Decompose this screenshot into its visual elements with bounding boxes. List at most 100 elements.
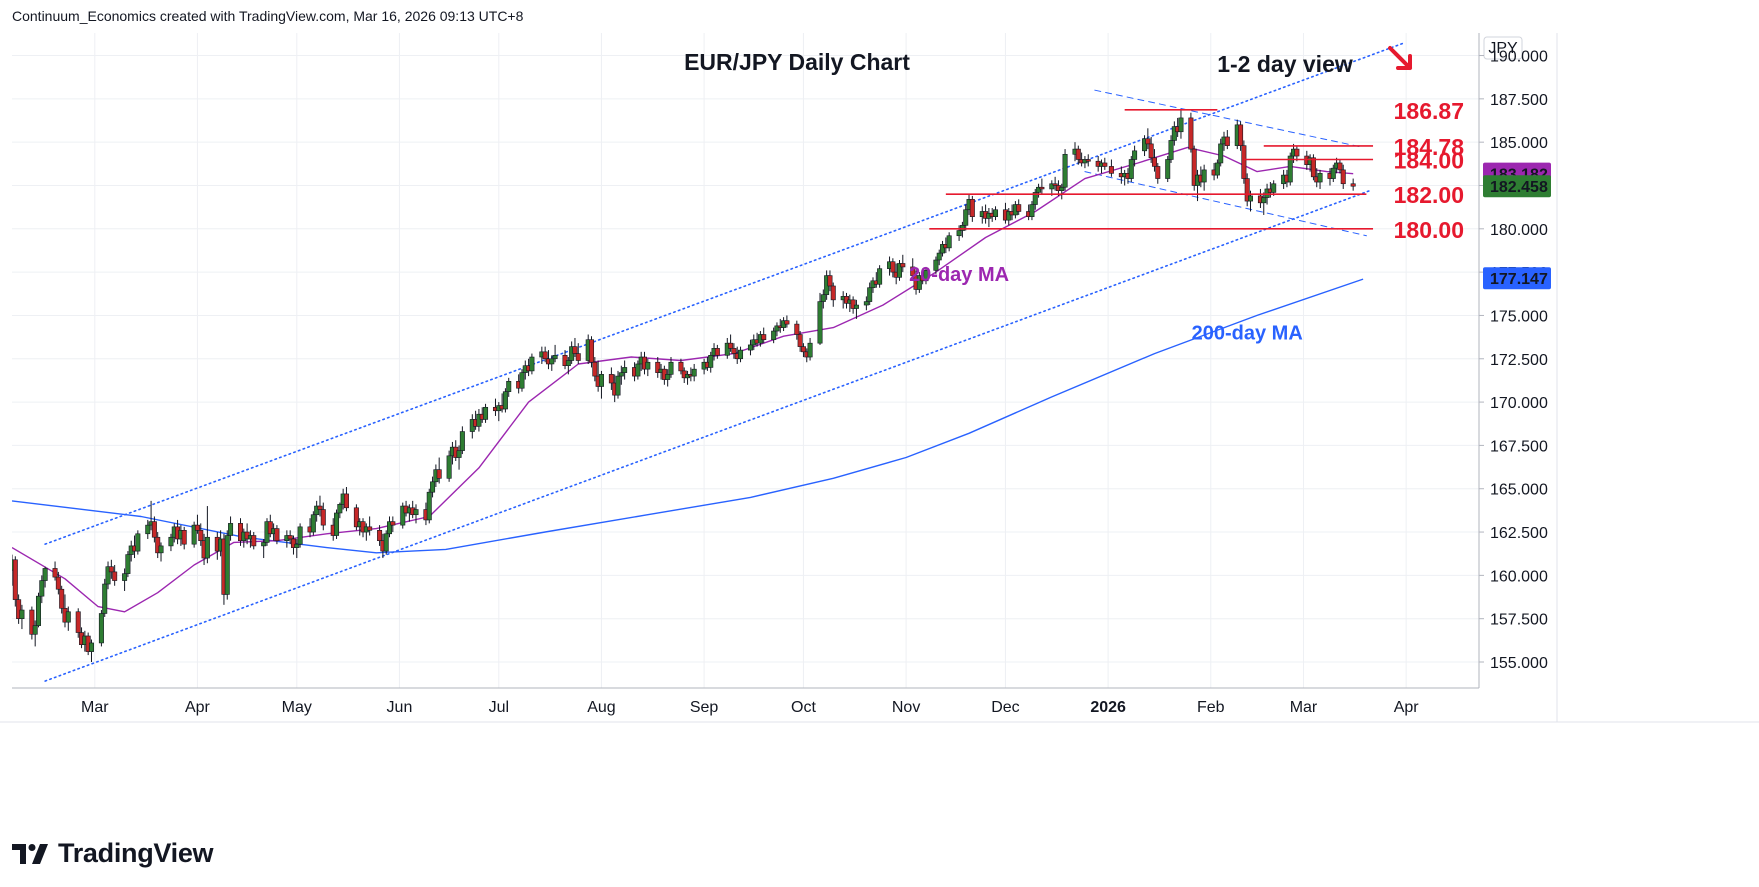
candle	[1032, 188, 1038, 210]
candle-body	[1248, 195, 1254, 202]
candle	[784, 315, 790, 328]
candle-body	[274, 528, 280, 542]
candle	[774, 322, 780, 337]
candle-body	[436, 469, 442, 479]
candle	[575, 343, 581, 364]
candle	[608, 367, 614, 390]
candle	[310, 511, 316, 536]
candle-body	[383, 533, 389, 552]
candle	[446, 450, 452, 482]
tradingview-logo[interactable]: TradingView	[12, 838, 214, 869]
candle-body	[794, 323, 800, 335]
price-tag-label: 177.147	[1490, 271, 1548, 288]
candle-body	[1102, 162, 1108, 167]
candle	[125, 551, 131, 578]
candle-body	[251, 535, 257, 547]
candle	[1238, 121, 1244, 151]
candle	[731, 343, 737, 359]
candle-body	[367, 526, 373, 531]
plot-area[interactable]	[10, 42, 1404, 682]
candle-body	[1085, 159, 1091, 162]
candle-body	[1244, 178, 1250, 202]
y-tick-label: 190.000	[1490, 49, 1548, 66]
candle	[1075, 145, 1081, 165]
candle-body	[290, 538, 296, 548]
candle-body	[1016, 204, 1022, 212]
candle-body	[261, 542, 267, 547]
candle-body	[552, 355, 558, 360]
candle	[1082, 156, 1088, 169]
candle	[204, 506, 210, 564]
candle-body	[1029, 204, 1035, 217]
candle	[343, 486, 349, 512]
candle	[747, 339, 753, 356]
candle-body	[108, 566, 114, 573]
candle	[830, 282, 836, 307]
candle	[529, 353, 535, 375]
level-label: 182.00	[1394, 182, 1464, 208]
candle-body	[194, 524, 200, 531]
candle-body	[598, 374, 604, 387]
candle-body	[714, 348, 720, 356]
candle-body	[353, 507, 359, 528]
candle	[436, 457, 442, 484]
candle	[863, 296, 869, 311]
candle	[817, 292, 823, 345]
candle-body	[1062, 153, 1068, 188]
candle	[910, 258, 916, 281]
candle-body	[678, 361, 684, 372]
candle	[1108, 159, 1114, 177]
candle-body	[1036, 186, 1042, 193]
candle-body	[19, 609, 25, 619]
candle-body	[112, 571, 118, 581]
candle	[367, 516, 373, 536]
candle-body	[430, 481, 436, 493]
candle-body	[867, 287, 873, 302]
candle	[400, 502, 406, 529]
candle	[542, 346, 548, 363]
candle	[1148, 136, 1154, 163]
candle-body	[145, 524, 151, 535]
candle	[145, 519, 151, 539]
trendlines	[44, 42, 1404, 682]
candle-body	[784, 320, 790, 325]
candle-body	[615, 375, 621, 396]
candle	[1085, 154, 1091, 167]
candle-body	[59, 588, 65, 609]
candle-body	[88, 642, 94, 652]
y-tick-label: 187.500	[1490, 92, 1548, 109]
candle-body	[830, 285, 836, 301]
candle	[592, 357, 598, 382]
level-label: 186.87	[1394, 98, 1464, 124]
candle-body	[708, 355, 714, 368]
level-label: 184.78	[1394, 134, 1465, 160]
candle-body	[1317, 173, 1323, 183]
candle-body	[151, 521, 157, 538]
candle	[502, 388, 508, 413]
candle	[426, 488, 432, 524]
candle-body	[900, 263, 906, 268]
candle	[820, 289, 826, 309]
candle-body	[337, 504, 343, 514]
candle	[168, 533, 174, 552]
candle-body	[1224, 136, 1230, 146]
candle	[261, 538, 267, 559]
candle	[16, 594, 22, 624]
candle	[1102, 157, 1108, 170]
candle	[1317, 169, 1323, 189]
candle-body	[622, 367, 628, 373]
candle	[1337, 159, 1343, 174]
candle	[618, 365, 624, 385]
candle-body	[377, 530, 383, 542]
candle-body	[1168, 140, 1174, 160]
candles	[12, 109, 1356, 663]
candle-body	[724, 342, 730, 356]
candle-body	[1049, 183, 1055, 190]
y-tick-label: 175.000	[1490, 308, 1548, 325]
candle	[572, 337, 578, 358]
candle-body	[817, 301, 823, 344]
price-tag	[1483, 175, 1551, 198]
ma-label: 200-day MA	[1192, 323, 1303, 345]
candle	[827, 270, 833, 292]
